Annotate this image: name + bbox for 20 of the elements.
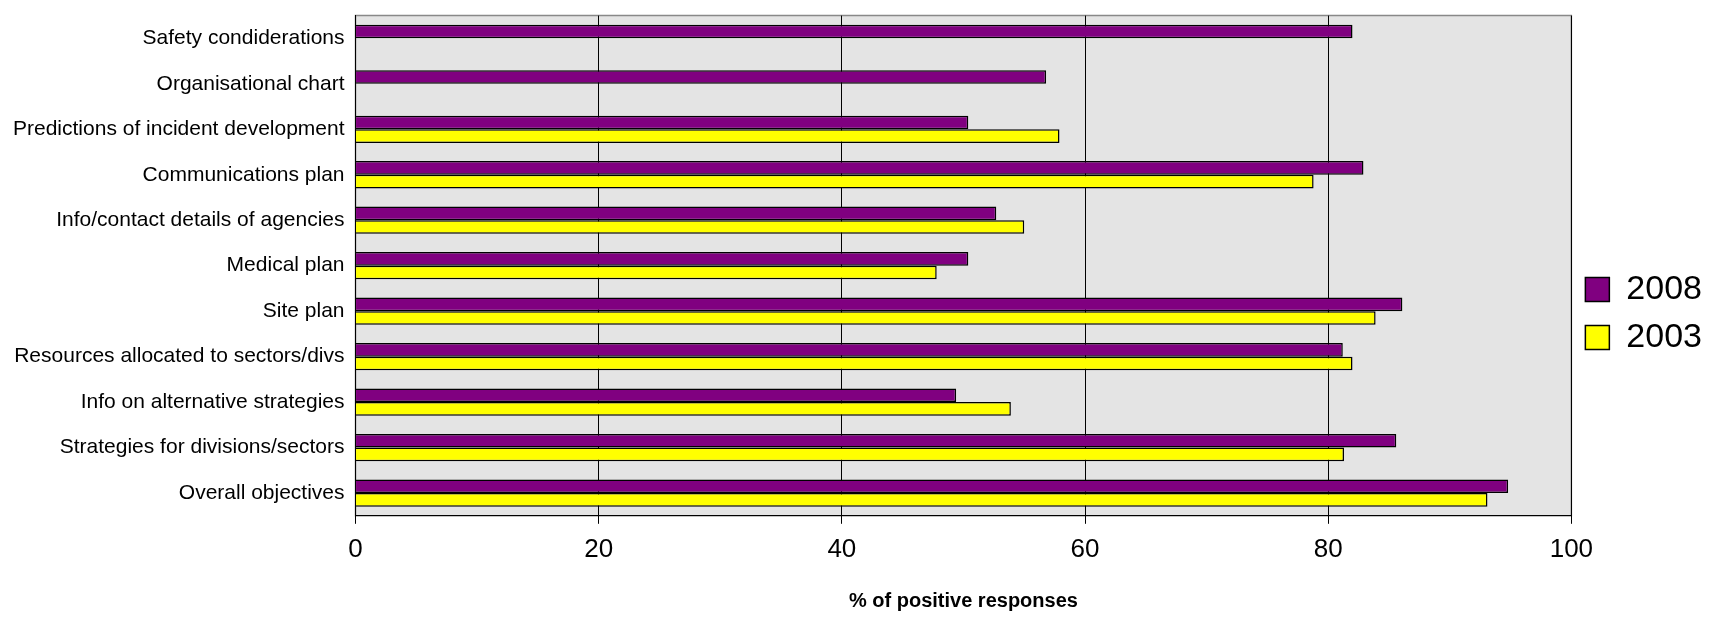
y-tick-label: Info on alternative strategies	[80, 388, 345, 412]
y-tick-label: Resources allocated to sectors/divs	[14, 343, 345, 367]
y-tick-label: Overall objectives	[178, 479, 345, 503]
x-tick-label: 40	[827, 532, 857, 563]
x-tick-label: 100	[1549, 532, 1594, 563]
x-axis-title: % of positive responses	[848, 588, 1078, 611]
y-tick-label: Communications plan	[142, 161, 345, 185]
y-tick-label: Safety condiderations	[142, 25, 345, 49]
x-tick-label: 0	[348, 532, 363, 563]
x-tick-label: 60	[1070, 532, 1100, 563]
x-tick-label: 80	[1313, 532, 1343, 563]
y-tick-label: Strategies for divisions/sectors	[59, 434, 345, 458]
y-tick-label: Site plan	[262, 297, 345, 321]
x-tick-label: 20	[584, 532, 614, 563]
y-tick-label: Organisational chart	[156, 70, 345, 94]
y-tick-label: Predictions of incident development	[13, 116, 345, 140]
y-tick-label: Info/contact details of agencies	[56, 207, 345, 231]
legend-label: 2003	[1626, 315, 1702, 354]
y-tick-label: Medical plan	[226, 252, 345, 276]
legend-label: 2008	[1626, 267, 1702, 306]
